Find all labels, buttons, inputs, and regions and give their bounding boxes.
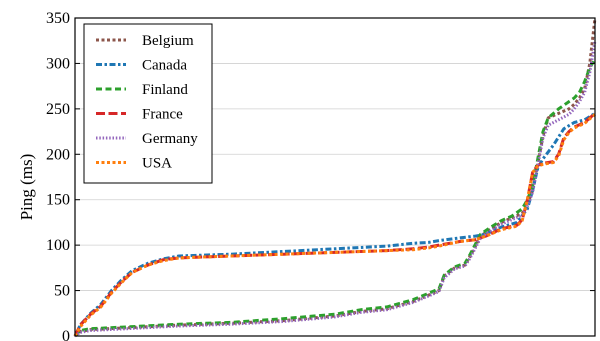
series-layer [73,17,597,338]
y-tick-label: 350 [46,10,70,27]
y-tick-label: 100 [46,237,70,254]
legend-label-belgium: Belgium [142,33,194,49]
series-line-usa [73,113,596,337]
y-axis-label: Ping (ms) [17,154,36,221]
legend: Belgium Canada Finland France Germany USA [83,23,213,184]
series-line-canada [73,112,596,337]
y-tick-label: 150 [46,192,70,209]
legend-box [83,23,213,184]
series-line-finland [73,58,597,338]
y-tick-label: 300 [46,55,70,72]
y-tick-label: 200 [46,146,70,163]
y-tick-label: 50 [54,283,70,300]
legend-label-usa: USA [142,156,172,172]
legend-label-finland: Finland [142,82,188,98]
y-ticks: 0 50 100 150 200 250 300 350 [46,10,595,341]
y-tick-label: 250 [46,101,70,118]
legend-label-france: France [142,107,183,123]
y-tick-label: 0 [62,328,70,341]
series-line-germany [74,40,597,338]
plot-frame [74,17,596,337]
legend-label-germany: Germany [142,131,198,147]
legend-label-canada: Canada [142,58,187,74]
